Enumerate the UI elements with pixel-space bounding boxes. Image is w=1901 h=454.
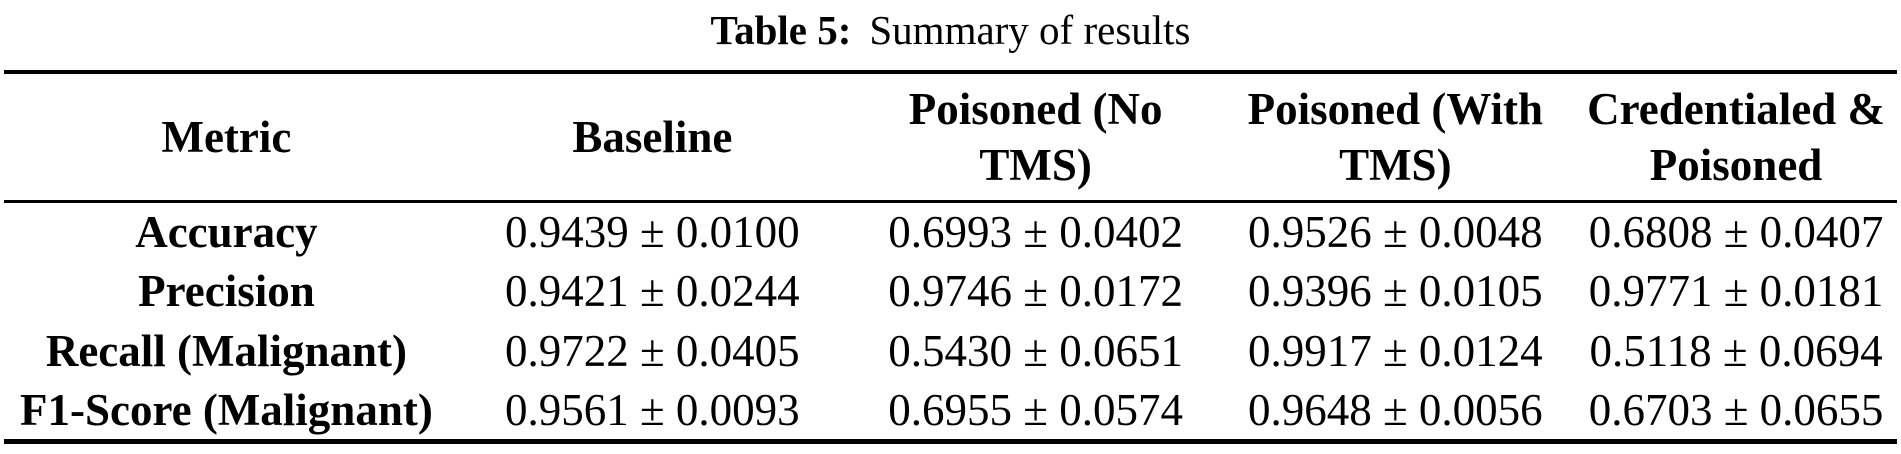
cell-accuracy-baseline: 0.9439 ± 0.0100 bbox=[504, 206, 800, 257]
cell-precision-baseline: 0.9421 ± 0.0244 bbox=[504, 266, 800, 316]
cell-recall-baseline: 0.9722 ± 0.0405 bbox=[504, 326, 800, 376]
cell-f1-poisoned-with-tms: 0.9648 ± 0.0056 bbox=[1247, 384, 1543, 435]
col-header-poisoned-with-tms: Poisoned (With TMS) bbox=[1247, 83, 1544, 190]
row-label-precision: Precision bbox=[138, 266, 315, 316]
cell-f1-baseline: 0.9561 ± 0.0093 bbox=[504, 384, 800, 435]
col-header-credentialed-poisoned: Credentialed & Poisoned bbox=[1587, 83, 1886, 190]
cell-recall-poisoned-no-tms: 0.5430 ± 0.0651 bbox=[888, 326, 1183, 376]
cell-recall-poisoned-with-tms: 0.9917 ± 0.0124 bbox=[1247, 326, 1543, 376]
table-caption: Table 5: Summary of results bbox=[0, 0, 1901, 70]
cell-accuracy-poisoned-with-tms: 0.9526 ± 0.0048 bbox=[1247, 206, 1543, 257]
table-row-precision: Precision 0.9421 ± 0.0244 0.9746 ± 0.017… bbox=[4, 261, 1897, 321]
cell-precision-credentialed-poisoned: 0.9771 ± 0.0181 bbox=[1588, 266, 1884, 316]
row-label-accuracy: Accuracy bbox=[135, 206, 318, 257]
table-row-f1-score-malignant: F1-Score (Malignant) 0.9561 ± 0.0093 0.6… bbox=[4, 381, 1897, 441]
col-header-poisoned-no-tms: Poisoned (No TMS) bbox=[908, 83, 1163, 190]
table-row-accuracy: Accuracy 0.9439 ± 0.0100 0.6993 ± 0.0402… bbox=[4, 201, 1897, 261]
table-row-recall-malignant: Recall (Malignant) 0.9722 ± 0.0405 0.543… bbox=[4, 321, 1897, 381]
col-header-metric: Metric bbox=[161, 111, 292, 162]
cell-f1-credentialed-poisoned: 0.6703 ± 0.0655 bbox=[1588, 384, 1884, 435]
cell-accuracy-poisoned-no-tms: 0.6993 ± 0.0402 bbox=[888, 206, 1183, 257]
col-header-baseline: Baseline bbox=[572, 111, 733, 162]
results-table: Metric Baseline Poisoned (No TMS) Poison… bbox=[4, 70, 1897, 444]
cell-recall-credentialed-poisoned: 0.5118 ± 0.0694 bbox=[1589, 326, 1883, 376]
cell-precision-poisoned-no-tms: 0.9746 ± 0.0172 bbox=[888, 266, 1183, 316]
cell-f1-poisoned-no-tms: 0.6955 ± 0.0574 bbox=[888, 384, 1183, 435]
cell-precision-poisoned-with-tms: 0.9396 ± 0.0105 bbox=[1247, 266, 1543, 316]
header-row: Metric Baseline Poisoned (No TMS) Poison… bbox=[4, 72, 1897, 201]
cell-accuracy-credentialed-poisoned: 0.6808 ± 0.0407 bbox=[1588, 206, 1884, 257]
row-label-recall-malignant: Recall (Malignant) bbox=[45, 326, 408, 376]
table-caption-text: Summary of results bbox=[869, 7, 1191, 53]
table-caption-label: Table 5: bbox=[710, 7, 852, 53]
row-label-f1-score-malignant: F1-Score (Malignant) bbox=[19, 384, 433, 435]
